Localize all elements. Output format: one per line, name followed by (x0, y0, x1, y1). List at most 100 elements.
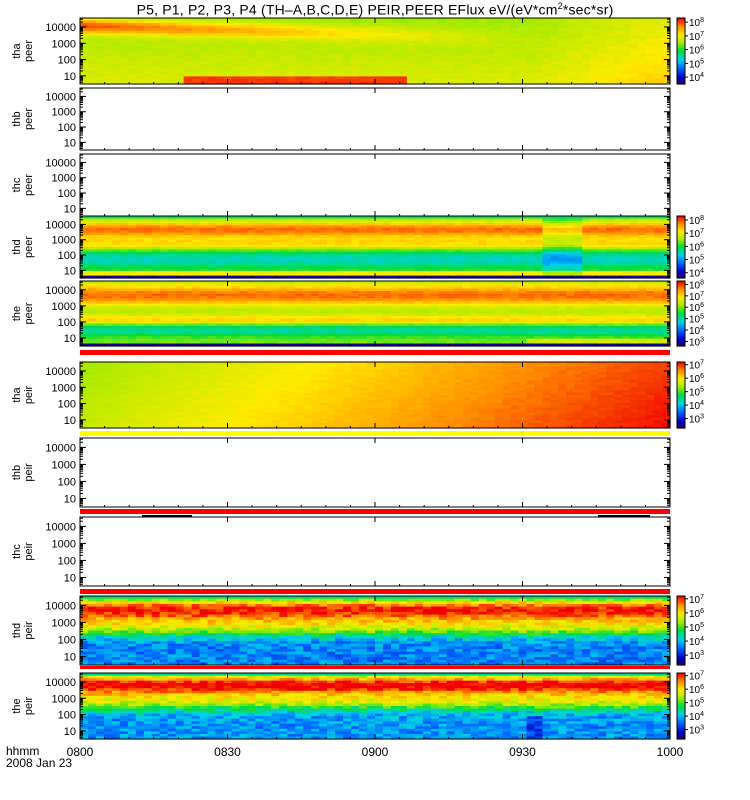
spectrogram-cell (103, 53, 113, 57)
spectrogram-cell (422, 51, 432, 55)
spectrogram-cell (279, 71, 288, 75)
panel-ylabel: tha (11, 42, 23, 58)
spectrogram-cell (191, 68, 201, 72)
spectrogram-cell (183, 58, 193, 62)
spectrogram-cell (430, 25, 440, 29)
spectrogram-cell (287, 23, 296, 27)
spectrogram-cell (247, 18, 256, 22)
spectrogram-cell (279, 63, 288, 67)
spectrogram-cell (231, 35, 241, 39)
spectrogram-cell (80, 35, 89, 39)
spectrogram-cell (390, 78, 400, 83)
spectrogram-cell (462, 61, 472, 65)
spectrogram-cell (422, 40, 432, 44)
spectrogram-cell (207, 58, 217, 62)
spectrogram-cell (422, 56, 432, 60)
spectrogram-cell (319, 76, 328, 80)
spectrogram-cell (167, 76, 177, 80)
spectrogram-cell (406, 45, 416, 50)
spectrogram-cell (279, 51, 288, 55)
spectrogram-cell (351, 33, 360, 37)
spectrogram-cell (271, 78, 280, 83)
spectrogram-cell (422, 25, 432, 29)
spectrogram-cell (446, 38, 456, 42)
spectrogram-cell (239, 51, 249, 55)
spectrogram-cell (199, 71, 209, 75)
spectrogram-cell (95, 28, 105, 32)
spectrogram-cell (175, 43, 185, 47)
spectrogram-cell (87, 38, 97, 42)
spectrogram-cell (367, 78, 376, 83)
spectrogram-cell (103, 20, 113, 24)
spectrogram-cell (398, 30, 408, 34)
spectrogram-cell (127, 28, 137, 32)
spectrogram-cell (239, 56, 249, 60)
spectrogram-cell (111, 25, 121, 29)
spectrogram-cell (167, 40, 177, 44)
spectrogram-cell (111, 33, 121, 37)
spectrogram-cell (159, 73, 169, 77)
spectrogram-cell (295, 30, 304, 34)
spectrogram-cell (430, 38, 440, 42)
spectrogram-cell (406, 28, 416, 32)
spectrogram-cell (247, 66, 256, 70)
spectrogram-cell (319, 43, 328, 47)
spectrogram-cell (199, 43, 209, 47)
spectrogram-cell (390, 51, 400, 55)
title-prefix: P5, P1, P2, P3, P4 (TH–A,B,C,D,E) PEIR,P… (136, 1, 558, 18)
spectrogram-cell (255, 66, 264, 70)
spectrogram-cell (143, 73, 153, 77)
spectrogram-cell (80, 66, 89, 70)
spectrogram-cell (390, 81, 400, 85)
spectrogram-cell (414, 43, 424, 47)
spectrogram-cell (111, 20, 121, 24)
spectrogram-cell (359, 58, 368, 62)
spectrogram-cell (263, 20, 272, 24)
spectrogram-cell (263, 51, 272, 55)
spectrogram-cell (351, 68, 360, 72)
spectrogram-cell (159, 33, 169, 37)
spectrogram-cell (119, 45, 129, 50)
spectrogram-cell (319, 18, 328, 22)
spectrogram-cell (159, 56, 169, 60)
spectrogram-cell (263, 30, 272, 34)
spectrogram-cell (191, 20, 201, 24)
spectrogram-cell (127, 18, 137, 22)
spectrogram-cell (422, 28, 432, 32)
spectrogram-cell (231, 56, 241, 60)
spectrogram-cell (303, 68, 312, 72)
spectrogram-cell (375, 28, 384, 32)
spectrogram-cell (311, 76, 320, 80)
spectrogram-cell (335, 40, 344, 44)
spectrogram-cell (351, 23, 360, 27)
spectrogram-cell (80, 33, 89, 37)
spectrogram-cell (359, 33, 368, 37)
spectrogram-cell (279, 81, 288, 85)
spectrogram-cell (351, 81, 360, 85)
spectrogram-cell (151, 56, 161, 60)
spectrogram-cell (343, 20, 352, 24)
spectrogram-cell (414, 81, 424, 85)
spectrogram-cell (95, 58, 105, 62)
spectrogram-cell (95, 48, 105, 52)
spectrogram-cell (295, 25, 304, 29)
spectrogram-cell (215, 63, 225, 67)
spectrogram-cell (127, 25, 137, 29)
spectrogram-cell (167, 28, 177, 32)
spectrogram-cell (151, 23, 161, 27)
spectrogram-cell (87, 56, 97, 60)
spectrogram-cell (119, 43, 129, 47)
spectrogram-cell (95, 68, 105, 72)
spectrogram-cell (247, 56, 256, 60)
spectrogram-cell (119, 63, 129, 67)
spectrogram-cell (390, 45, 400, 50)
spectrogram-cell (398, 66, 408, 70)
spectrogram-cell (287, 25, 296, 29)
spectrogram-cell (135, 30, 145, 34)
spectrogram-cell (367, 20, 376, 24)
y-tick-label: 100 (58, 188, 76, 200)
spectrogram-cell (239, 58, 249, 62)
spectrogram-cell (215, 56, 225, 60)
spectrogram-cell (287, 73, 296, 77)
